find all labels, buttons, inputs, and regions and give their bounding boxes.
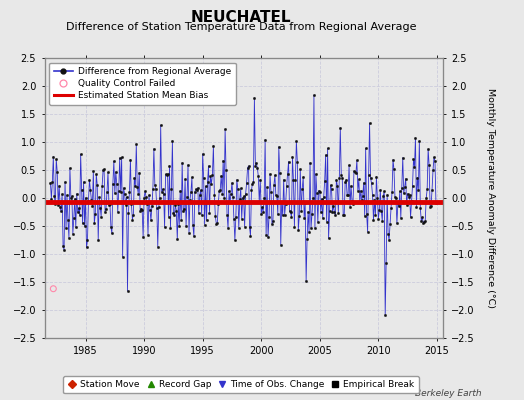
Legend: Station Move, Record Gap, Time of Obs. Change, Empirical Break: Station Move, Record Gap, Time of Obs. C… <box>63 376 419 394</box>
Y-axis label: Monthly Temperature Anomaly Difference (°C): Monthly Temperature Anomaly Difference (… <box>486 88 495 308</box>
Point <box>49 286 58 292</box>
Legend: Difference from Regional Average, Quality Control Failed, Estimated Station Mean: Difference from Regional Average, Qualit… <box>49 62 236 105</box>
Text: NEUCHATEL: NEUCHATEL <box>191 10 291 25</box>
Text: Berkeley Earth: Berkeley Earth <box>416 389 482 398</box>
Text: Difference of Station Temperature Data from Regional Average: Difference of Station Temperature Data f… <box>66 22 416 32</box>
